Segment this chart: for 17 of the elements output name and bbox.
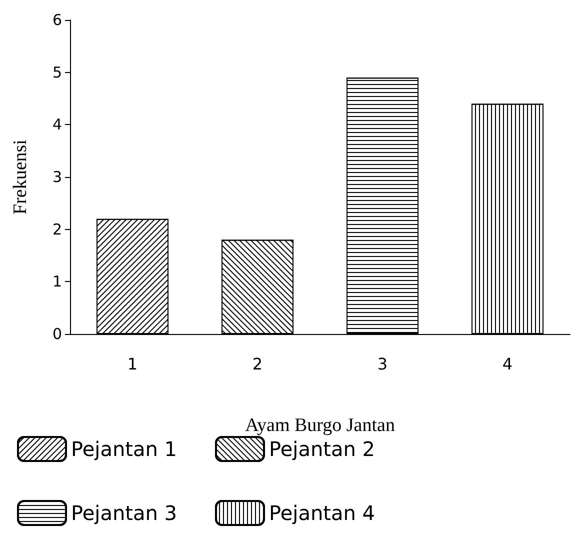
legend-label: Pejantan 4: [268, 501, 375, 525]
x-tick-label: 2: [252, 354, 263, 374]
y-tick-label: 3: [52, 168, 62, 186]
legend-label: Pejantan 3: [71, 501, 177, 525]
y-tick-label: 1: [52, 272, 62, 291]
y-tick-label: 0: [52, 325, 62, 343]
y-tick-label: 6: [52, 11, 62, 29]
y-tick-label: 5: [52, 63, 62, 82]
y-tick-label: 2: [52, 220, 62, 238]
legend-label: Pejantan 1: [71, 437, 177, 461]
y-tick-label: 4: [52, 116, 62, 134]
x-tick-label: 3: [377, 354, 388, 374]
x-tick-label: 4: [502, 354, 513, 374]
x-tick-label: 1: [127, 354, 138, 374]
y-axis-title: Frekuensi: [10, 140, 31, 214]
legend-label: Pejantan 2: [268, 437, 375, 461]
x-axis-title: Ayam Burgo Jantan: [245, 415, 396, 436]
